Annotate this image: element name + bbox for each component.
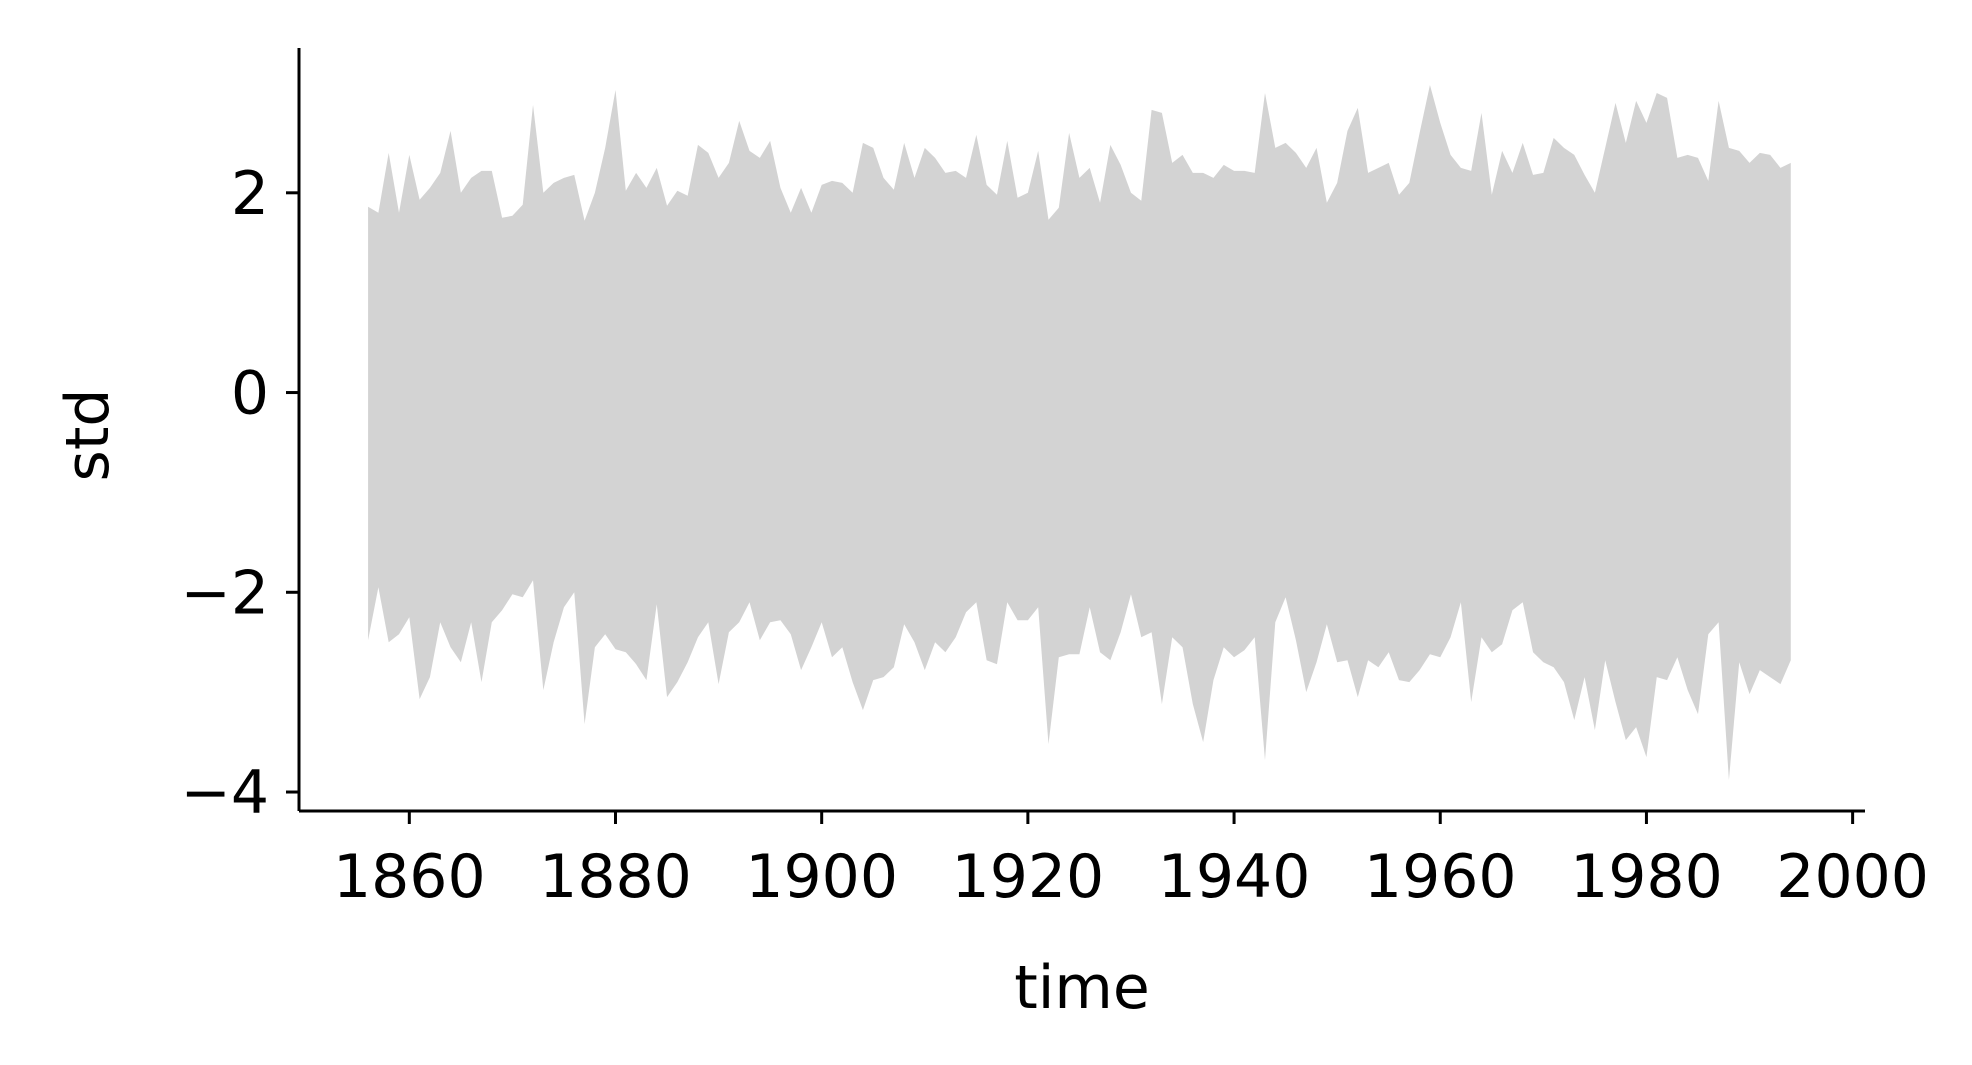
x-tick-label: 1880 — [539, 842, 692, 912]
x-tick-label: 1900 — [745, 842, 898, 912]
x-tick-label: 1940 — [1158, 842, 1311, 912]
y-tick-label: −4 — [181, 758, 269, 828]
x-axis-label: time — [1014, 953, 1150, 1023]
y-axis-label: std — [53, 389, 123, 482]
x-tick-label: 1980 — [1570, 842, 1723, 912]
y-tick-label: −2 — [181, 558, 269, 628]
y-tick-label: 0 — [231, 359, 269, 429]
x-tick-label: 2000 — [1776, 842, 1929, 912]
x-tick-label: 1860 — [333, 842, 486, 912]
y-tick-label: 2 — [231, 159, 269, 229]
x-tick-label: 1920 — [952, 842, 1105, 912]
x-tick-label: 1960 — [1364, 842, 1517, 912]
std-band — [368, 84, 1791, 781]
